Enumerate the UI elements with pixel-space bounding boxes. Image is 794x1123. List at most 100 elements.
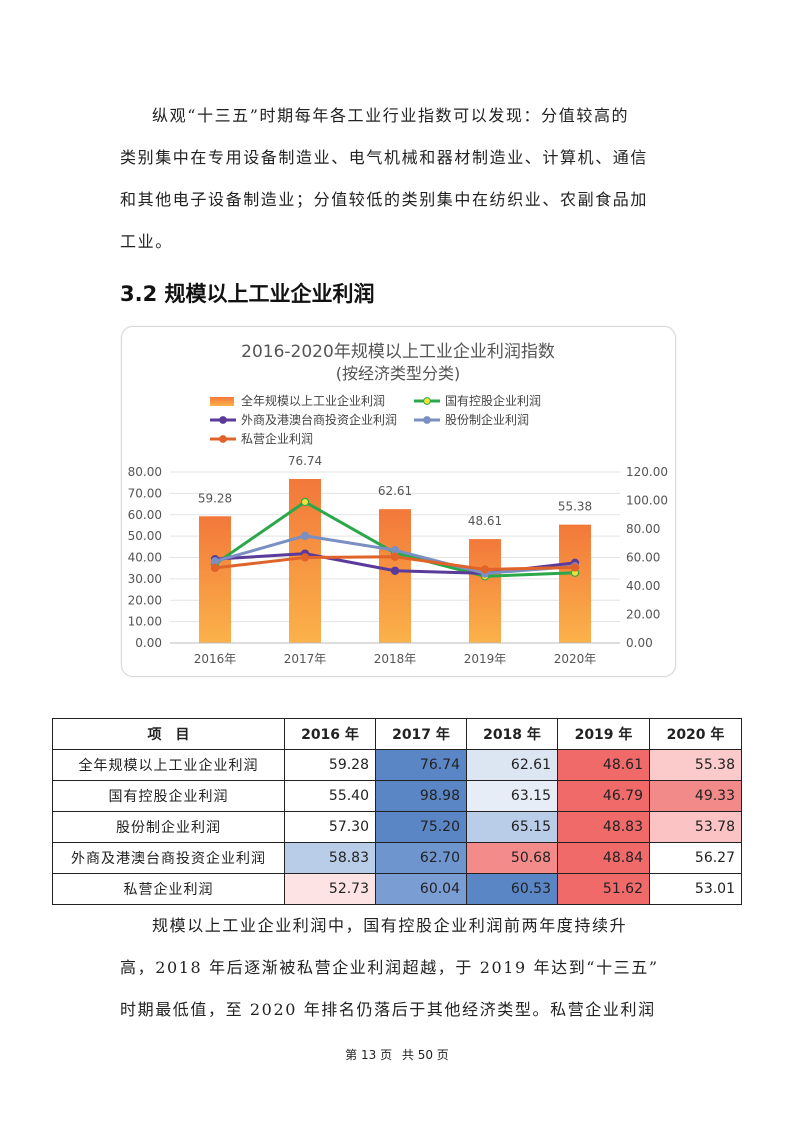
table-cell: 46.79: [557, 780, 650, 812]
table-cell: 58.83: [284, 842, 376, 874]
bar-data-label: 62.61: [378, 484, 412, 498]
legend-marker: [219, 435, 227, 443]
intro-line: 纵观“十三五”时期每年各工业行业指数可以发现：分值较高的: [152, 106, 630, 125]
y-right-tick-label: 80.00: [626, 522, 660, 536]
x-tick-label: 2017年: [284, 652, 327, 666]
series-point: [300, 553, 310, 562]
y-left-tick-label: 50.00: [128, 529, 162, 543]
bar: [379, 509, 411, 643]
series-point: [300, 531, 310, 541]
x-tick-label: 2019年: [464, 652, 507, 666]
table-header: 2018 年: [466, 718, 558, 750]
y-left-tick-label: 70.00: [128, 486, 162, 500]
y-left-tick-label: 20.00: [128, 593, 162, 607]
legend-label: 外商及港澳台商投资企业利润: [241, 412, 397, 427]
table-cell: 62.70: [375, 842, 467, 874]
table-cell: 60.04: [375, 873, 467, 905]
row-label: 股份制企业利润: [52, 811, 285, 843]
y-left-tick-label: 40.00: [128, 551, 162, 565]
table-cell: 50.68: [466, 842, 558, 874]
table-cell: 60.53: [466, 873, 558, 905]
table-row: 私营企业利润 52.73 60.04 60.53 51.62 53.01: [52, 873, 742, 905]
row-label: 国有控股企业利润: [52, 780, 285, 812]
table-cell: 65.15: [466, 811, 558, 843]
table-cell: 51.62: [557, 873, 650, 905]
y-axis-right: 0.00 20.00 40.00 60.00 80.00 100.00 120.00: [626, 465, 668, 650]
chart-svg: 2016-2020年规模以上工业企业利润指数 (按经济类型分类) 全年规模以上工…: [128, 342, 668, 666]
bar-data-label: 55.38: [558, 500, 592, 514]
table-cell: 62.61: [466, 749, 558, 781]
bar-series: 59.28 76.74 62.61 48.61 55.38: [198, 454, 592, 643]
y-right-tick-label: 20.00: [626, 608, 660, 622]
y-axis-left: 0.00 10.00 20.00 30.00 40.00 50.00 60.00 70.00 8…: [128, 465, 162, 650]
y-right-tick-label: 120.00: [626, 465, 668, 479]
y-left-tick-label: 30.00: [128, 572, 162, 586]
table-cell: 53.78: [649, 811, 742, 843]
outro-line: 时期最低值，至 2020 年排名仍落后于其他经济类型。私营企业利润: [120, 1000, 656, 1019]
intro-line: 类别集中在专用设备制造业、电气机械和器材制造业、计算机、通信: [120, 148, 649, 167]
table-cell: 48.84: [557, 842, 650, 874]
series-point: [570, 563, 580, 572]
table-header: 2016 年: [284, 718, 376, 750]
table-cell: 52.73: [284, 873, 376, 905]
legend-label: 股份制企业利润: [445, 412, 529, 427]
table-cell: 98.98: [375, 780, 467, 812]
y-right-tick-label: 100.00: [626, 494, 668, 508]
table-header: 2019 年: [557, 718, 650, 750]
outro-paragraph: 规模以上工业企业利润中，国有控股企业利润前两年度持续升 高，2018 年后逐渐被…: [120, 905, 676, 1031]
y-left-tick-label: 80.00: [128, 465, 162, 479]
row-label: 全年规模以上工业企业利润: [52, 749, 285, 781]
table-cell: 48.61: [557, 749, 650, 781]
table-cell: 49.33: [649, 780, 742, 812]
y-left-tick-label: 0.00: [135, 636, 162, 650]
x-tick-label: 2020年: [554, 652, 597, 666]
y-right-tick-label: 60.00: [626, 551, 660, 565]
outro-line: 高，2018 年后逐渐被私营企业利润超越，于 2019 年达到“十三五”: [120, 958, 659, 977]
y-right-tick-label: 40.00: [626, 579, 660, 593]
legend-label: 国有控股企业利润: [445, 393, 541, 408]
table-header: 2020 年: [649, 718, 742, 750]
table-cell: 53.01: [649, 873, 742, 905]
table-row: 国有控股企业利润 55.40 98.98 63.15 46.79 49.33: [52, 780, 742, 812]
bar-data-label: 48.61: [468, 514, 502, 528]
series-point: [480, 565, 490, 574]
page-number: 第 13 页: [345, 1048, 393, 1062]
table-cell: 48.83: [557, 811, 650, 843]
bar: [559, 524, 591, 643]
table-cell: 59.28: [284, 749, 376, 781]
series-point: [390, 566, 400, 575]
legend-label: 私营企业利润: [241, 431, 313, 446]
row-label: 私营企业利润: [52, 873, 285, 905]
bar-data-label: 59.28: [198, 491, 232, 505]
section-heading: 3.2 规模以上工业企业利润: [120, 282, 375, 306]
series-point: [300, 497, 310, 507]
legend-marker: [219, 416, 227, 424]
intro-line: 和其他电子设备制造业；分值较低的类别集中在纺织业、农副食品加: [120, 190, 649, 209]
table-header: 项 目: [52, 718, 285, 750]
page-total: 共 50 页: [401, 1048, 449, 1062]
profit-index-chart: 2016-2020年规模以上工业企业利润指数 (按经济类型分类) 全年规模以上工…: [121, 326, 676, 677]
legend-marker: [423, 397, 431, 405]
chart-title: 2016-2020年规模以上工业企业利润指数: [241, 342, 555, 362]
profit-index-table: 项 目 2016 年 2017 年 2018 年 2019 年 2020 年 全…: [52, 718, 742, 905]
table-cell: 76.74: [375, 749, 467, 781]
y-left-tick-label: 10.00: [128, 615, 162, 629]
legend-marker: [423, 416, 431, 424]
y-left-tick-label: 60.00: [128, 508, 162, 522]
table-cell: 56.27: [649, 842, 742, 874]
table-row: 外商及港澳台商投资企业利润 58.83 62.70 50.68 48.84 56.27: [52, 842, 742, 874]
chart-subtitle: (按经济类型分类): [336, 364, 461, 383]
series-point: [390, 552, 400, 561]
table-cell: 55.40: [284, 780, 376, 812]
bar: [469, 539, 501, 643]
table-cell: 57.30: [284, 811, 376, 843]
table-header-row: 项 目 2016 年 2017 年 2018 年 2019 年 2020 年: [52, 718, 742, 750]
bar: [199, 516, 231, 643]
table-row: 股份制企业利润 57.30 75.20 65.15 48.83 53.78: [52, 811, 742, 843]
line-series: [210, 497, 580, 581]
x-tick-label: 2016年: [194, 652, 237, 666]
legend-label: 全年规模以上工业企业利润: [241, 393, 385, 408]
x-axis: 2016年 2017年 2018年 2019年 2020年: [170, 642, 620, 666]
table-header: 2017 年: [375, 718, 467, 750]
